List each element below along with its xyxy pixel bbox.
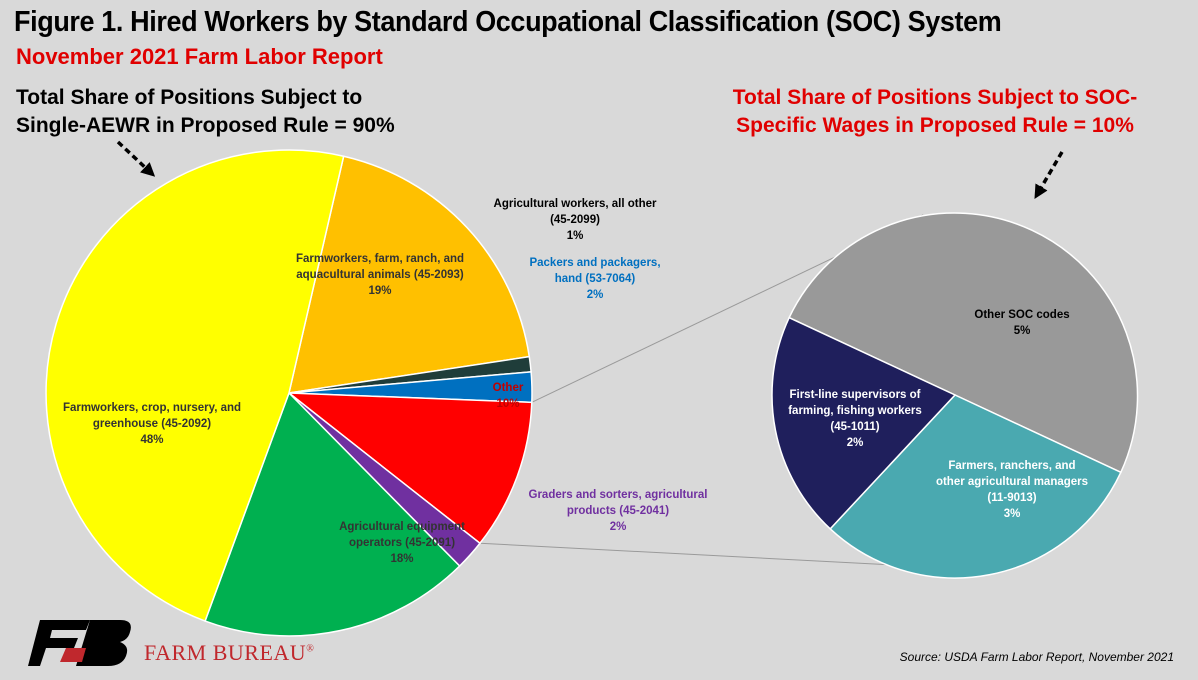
slice-label-first-line-supervisors-of: First-line supervisors of farming, fishin… (788, 389, 922, 449)
secondary-slice-first-line-supervisors-of (771, 316, 957, 530)
chart-title: Figure 1. Hired Workers by Standard Occu… (14, 6, 1002, 38)
single-aewr-share-note: Total Share of Positions Subject to Sing… (16, 86, 395, 137)
source-note: Source: USDA Farm Labor Report, November… (899, 650, 1174, 664)
chart-subtitle: November 2021 Farm Labor Report (16, 44, 383, 69)
slice-label-agricultural-workers-all-other: Agricultural workers, all other (45-2099)… (494, 198, 657, 242)
soc-specific-share-note: Total Share of Positions Subject to SOC-… (732, 86, 1138, 137)
secondary-slice-farmers-ranchers-and (829, 394, 1122, 579)
main-slice-agricultural-equipment (204, 391, 461, 637)
right-note-arrow (1034, 151, 1064, 200)
slice-label-other: Other 10% (493, 382, 524, 410)
slice-label-agricultural-equipment: Agricultural equipment operators (45-2091… (339, 521, 465, 565)
farm-bureau-logo-text: FARM BUREAU® (144, 640, 315, 665)
slice-label-other-soc-codes: Other SOC codes 5% (974, 309, 1069, 337)
slice-label-farmworkers-farm-ranch-and: Farmworkers, farm, ranch, and aquacultura… (296, 253, 464, 297)
farm-bureau-logo-mark (28, 620, 131, 666)
slice-label-graders-and-sorters-agricultural: Graders and sorters, agricultural product… (529, 489, 708, 533)
main-slice-farmworkers-crop-nursery-and (45, 149, 345, 623)
secondary-pie (771, 212, 1139, 579)
farm-bureau-logo: FARM BUREAU® (26, 618, 346, 668)
left-note-arrow (116, 140, 156, 177)
main-pie-labels: Farmworkers, farm, ranch, and aquacultura… (63, 198, 708, 565)
connector-line-bottom (479, 542, 887, 566)
slice-label-farmers-ranchers-and: Farmers, ranchers, and other agricultural… (936, 460, 1088, 520)
main-slice-farmworkers-farm-ranch-and (288, 155, 531, 394)
main-slice-other (286, 392, 533, 545)
secondary-slice-other-soc-codes (788, 212, 1139, 474)
slice-label-packers-and-packagers: Packers and packagers, hand (53-7064) 2% (529, 257, 660, 301)
secondary-pie-labels: Other SOC codes 5% Farmers, ranchers, and o… (788, 309, 1088, 520)
slice-label-farmworkers-crop-nursery-and: Farmworkers, crop, nursery, and greenhous… (63, 402, 241, 446)
main-pie (45, 149, 533, 637)
